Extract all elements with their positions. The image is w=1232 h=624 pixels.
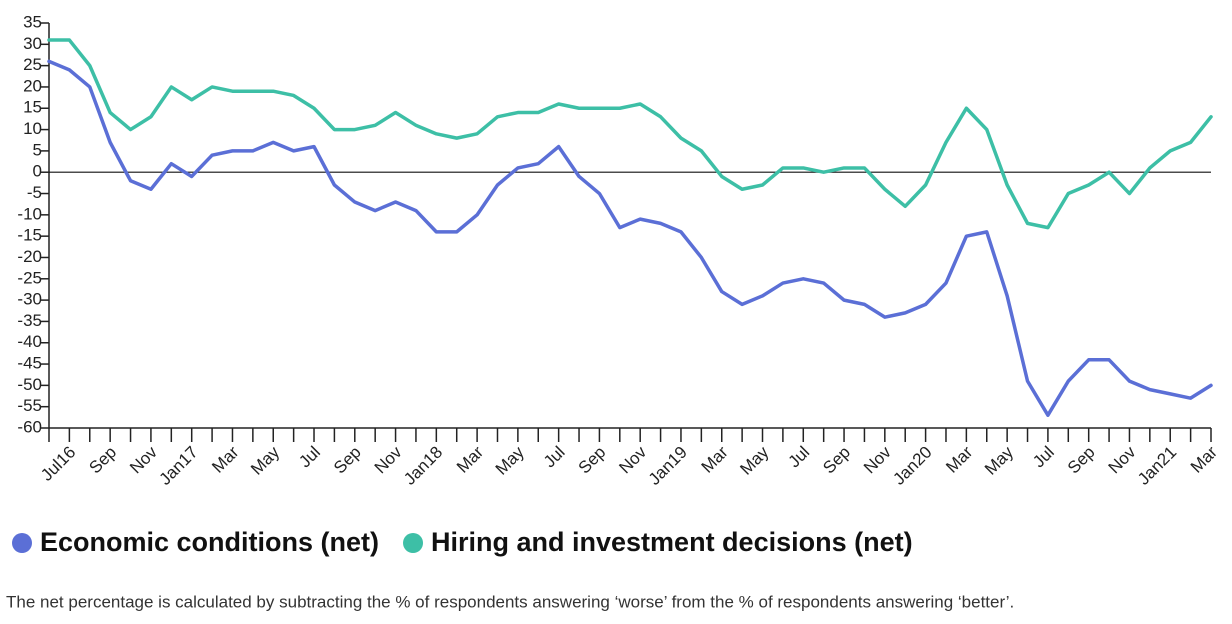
x-tick-label: Jul (1029, 443, 1058, 472)
y-tick-label: 0 (33, 162, 42, 181)
x-tick-label: Mar (1187, 442, 1221, 476)
x-tick-label: Jul (784, 443, 813, 472)
x-tick-label: Nov (371, 442, 406, 477)
y-tick-label: -55 (17, 396, 42, 415)
legend-marker (12, 533, 32, 553)
y-tick-label: 30 (23, 34, 42, 53)
x-tick-label: Mar (453, 442, 487, 476)
x-tick-label: Jan17 (156, 443, 202, 489)
x-tick-label: Mar (698, 442, 732, 476)
x-tick-label: Jul (540, 443, 569, 472)
y-tick-label: 10 (23, 119, 42, 138)
y-tick-label: -35 (17, 311, 42, 330)
x-tick-label: Sep (575, 443, 610, 478)
series-line (47, 38, 1213, 230)
y-tick-label: -60 (17, 417, 42, 436)
legend-label: Hiring and investment decisions (net) (431, 527, 913, 557)
x-tick-label: Nov (1105, 442, 1140, 477)
x-tick-label: Jul (295, 443, 324, 472)
y-tick-label: -10 (17, 204, 42, 223)
legend-label: Economic conditions (net) (40, 527, 379, 557)
x-tick-label: Jan21 (1134, 443, 1180, 489)
y-tick-label: -25 (17, 268, 42, 287)
x-tick-label: May (736, 442, 772, 478)
x-tick-label: Mar (208, 442, 242, 476)
y-tick-label: 35 (23, 12, 42, 31)
x-tick-label: Nov (615, 442, 650, 477)
x-tick-label: Mar (942, 442, 976, 476)
y-tick-label: -15 (17, 226, 42, 245)
x-tick-label: May (492, 442, 528, 478)
y-tick-label: 25 (23, 55, 42, 74)
x-tick-label: Sep (1064, 443, 1099, 478)
x-tick-label: Jul16 (37, 443, 79, 485)
y-tick-label: -50 (17, 375, 42, 394)
x-tick-label: Sep (819, 443, 854, 478)
x-tick-label: Sep (85, 443, 120, 478)
y-tick-label: 20 (23, 76, 42, 95)
x-tick-label: Nov (126, 442, 161, 477)
y-tick-label: -30 (17, 290, 42, 309)
legend-marker (403, 533, 424, 553)
y-tick-label: -20 (17, 247, 42, 266)
x-tick-label: Sep (330, 443, 365, 478)
y-tick-label: 5 (33, 140, 42, 159)
x-tick-label: Nov (860, 442, 895, 477)
y-tick-label: -40 (17, 332, 42, 351)
y-tick-label: -45 (17, 354, 42, 373)
x-tick-label: Jan19 (645, 443, 691, 489)
y-tick-label: 15 (23, 98, 42, 117)
x-tick-label: Jan18 (400, 443, 446, 489)
y-tick-label: -5 (27, 183, 42, 202)
x-tick-label: Jan20 (889, 443, 935, 489)
x-tick-label: May (247, 442, 283, 478)
x-tick-label: May (981, 442, 1017, 478)
series-line (47, 59, 1213, 417)
footnote: The net percentage is calculated by subt… (6, 592, 1014, 611)
